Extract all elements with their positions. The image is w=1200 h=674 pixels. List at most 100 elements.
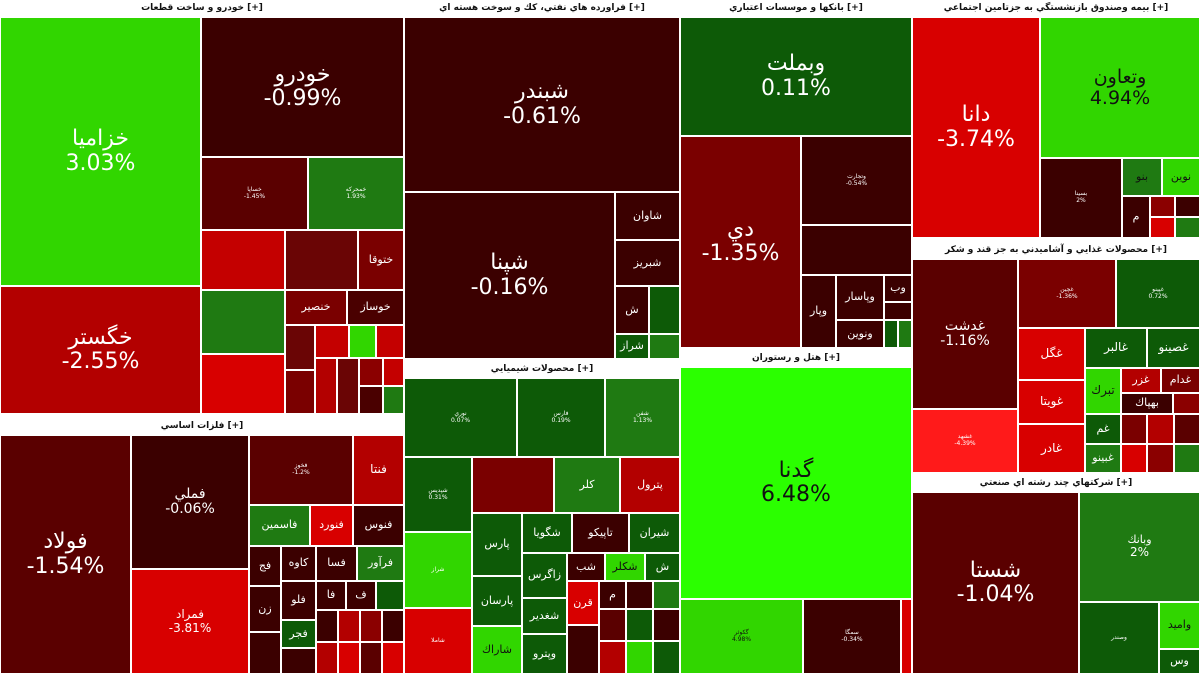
tile-gadna[interactable]: گدنا 6.48% [680, 367, 912, 599]
tile-fej[interactable]: فج [249, 546, 281, 586]
tile-small[interactable] [315, 358, 337, 414]
tile-shfan[interactable]: شفن 1.13% [605, 378, 680, 457]
tile-fejr[interactable]: فجر [281, 620, 316, 648]
tile-khegostar[interactable]: خگستر -2.55% [0, 286, 201, 414]
tile-small[interactable] [249, 632, 281, 674]
tile-day[interactable]: دي -1.35% [680, 136, 801, 348]
tile-fenata[interactable]: فنتا [353, 435, 404, 505]
tile-foulad[interactable]: فنورد [310, 505, 353, 546]
tile-khazamia[interactable]: خزاميا 3.03% [0, 17, 201, 286]
tile-ghsino[interactable]: غصينو [1147, 328, 1200, 368]
tile-small[interactable] [649, 286, 680, 334]
tile-small[interactable] [653, 641, 680, 674]
tile-small[interactable] [349, 325, 376, 358]
tile-khosaz[interactable]: خوساز [347, 290, 404, 325]
tile-vpasar[interactable]: وپاسار [836, 275, 884, 320]
tile-shavan[interactable]: شاوان [615, 192, 680, 240]
tile-bsina[interactable]: بسينا 2% [1040, 158, 1122, 238]
tile-small[interactable] [1150, 217, 1175, 238]
tile-ghdam[interactable]: غدام [1161, 368, 1200, 393]
tile-sh-small[interactable]: ش [615, 286, 649, 334]
tile-ghgol[interactable]: غگل [1018, 328, 1085, 380]
tile-shasta[interactable]: شستا -1.04% [912, 492, 1079, 674]
tile-bno[interactable]: بنو [1122, 158, 1162, 196]
tile-vs-small[interactable]: وس [1159, 649, 1200, 674]
tile-persian[interactable]: پارسان [472, 576, 522, 626]
tile-ghadir[interactable]: غادر [1018, 424, 1085, 473]
tile-small[interactable] [360, 610, 382, 642]
tile-small[interactable] [359, 358, 383, 386]
tile-small[interactable] [285, 370, 315, 414]
tile-small[interactable] [898, 320, 912, 348]
tile-small[interactable] [567, 625, 599, 674]
tile-ghbina[interactable]: غبينو [1085, 444, 1121, 473]
tile-ch3[interactable]: شاملا [404, 608, 472, 674]
tile-shab[interactable]: شب [567, 553, 605, 581]
tile-khmehvar[interactable]: خمحرکه 1.93% [308, 157, 404, 230]
tile-shiran[interactable]: شيران [629, 513, 680, 553]
sector-title[interactable]: هتل و رستوران [+] [680, 350, 912, 368]
tile-shiraz[interactable]: شراز [615, 334, 649, 359]
tile-foolad[interactable]: فولاد -1.54% [0, 435, 131, 674]
tile-faravar[interactable]: فرآور [357, 546, 404, 581]
tile-novin[interactable]: نوين [1162, 158, 1200, 196]
tile-small[interactable] [884, 302, 912, 320]
tile-small[interactable] [376, 581, 404, 610]
tile-vamid[interactable]: واميد [1159, 602, 1200, 649]
tile-small[interactable] [382, 610, 404, 642]
tile-ghalbar[interactable]: غالبر [1085, 328, 1147, 368]
tile-small[interactable] [360, 642, 382, 674]
sector-title[interactable]: شركتهاي چند رشته اي صنعتي [+] [912, 475, 1200, 493]
tile-small[interactable] [1147, 444, 1174, 473]
tile-fanoos[interactable]: فنوس [353, 505, 404, 546]
tile-small[interactable] [1121, 414, 1147, 444]
tile-small[interactable] [801, 225, 912, 275]
tile-ghcheen[interactable]: غچين -1.36% [1018, 259, 1116, 328]
tile-shpana[interactable]: شپنا -0.16% [404, 192, 615, 359]
tile-small[interactable] [201, 290, 285, 354]
tile-ghazar[interactable]: غزر [1121, 368, 1161, 393]
tile-ghpino[interactable]: غپينو 0.72% [1116, 259, 1200, 328]
tile-small[interactable] [376, 325, 404, 358]
tile-gham[interactable]: غم [1085, 414, 1121, 444]
tile-fars[interactable]: فارس 0.19% [517, 378, 605, 457]
tile-ch2[interactable]: شراز [404, 532, 472, 608]
sector-title[interactable]: بيمه وصندوق بازنشستگي به جزتامين اجتماعي… [912, 0, 1200, 18]
tile-kave[interactable]: كاوه [281, 546, 316, 581]
tile-small[interactable] [884, 320, 898, 348]
tile-small[interactable] [382, 642, 404, 674]
tile-sh2[interactable]: ش [645, 553, 680, 581]
tile-small[interactable] [201, 230, 285, 290]
tile-small[interactable] [1121, 444, 1147, 473]
tile-small[interactable] [383, 358, 404, 386]
tile-sharak[interactable]: شاراك [472, 626, 522, 674]
tile-petrol[interactable]: پترول [620, 457, 680, 513]
tile-small[interactable] [901, 599, 912, 674]
tile-khnasir[interactable]: خنصير [285, 290, 347, 325]
tile-small[interactable] [338, 610, 360, 642]
tile-shklor[interactable]: کلر [554, 457, 620, 513]
tile-tabrak[interactable]: تبرك [1085, 368, 1121, 414]
tile-m-small[interactable]: م [599, 581, 626, 609]
tile-vtavon[interactable]: وتعاون 4.94% [1040, 17, 1200, 158]
tile-bahnak[interactable]: بهپاك [1121, 393, 1173, 414]
tile-small[interactable] [1150, 196, 1175, 217]
tile-vbemellat[interactable]: وبملت 0.11% [680, 17, 912, 136]
tile-small[interactable] [1175, 196, 1200, 217]
tile-small[interactable] [338, 642, 360, 674]
tile-small[interactable] [653, 581, 680, 609]
tile-khsapa[interactable]: خساپا -1.45% [201, 157, 308, 230]
tile-bm[interactable]: م [1122, 196, 1150, 238]
tile-small[interactable] [599, 641, 626, 674]
tile-small[interactable] [201, 354, 285, 414]
tile-small[interactable] [653, 609, 680, 641]
tile-small[interactable] [1175, 217, 1200, 238]
tile-small[interactable] [649, 334, 680, 359]
tile-fakhoz[interactable]: فخوز -1.2% [249, 435, 353, 505]
tile-vbank[interactable]: وبانك 2% [1079, 492, 1200, 602]
tile-small[interactable] [316, 610, 338, 642]
tile-fasmin[interactable]: فاسمين [249, 505, 310, 546]
tile-small[interactable] [626, 641, 653, 674]
sector-title[interactable]: محصولات شيميايي [+] [404, 361, 680, 379]
sector-title[interactable]: فلزات اساسي [+] [0, 418, 404, 436]
